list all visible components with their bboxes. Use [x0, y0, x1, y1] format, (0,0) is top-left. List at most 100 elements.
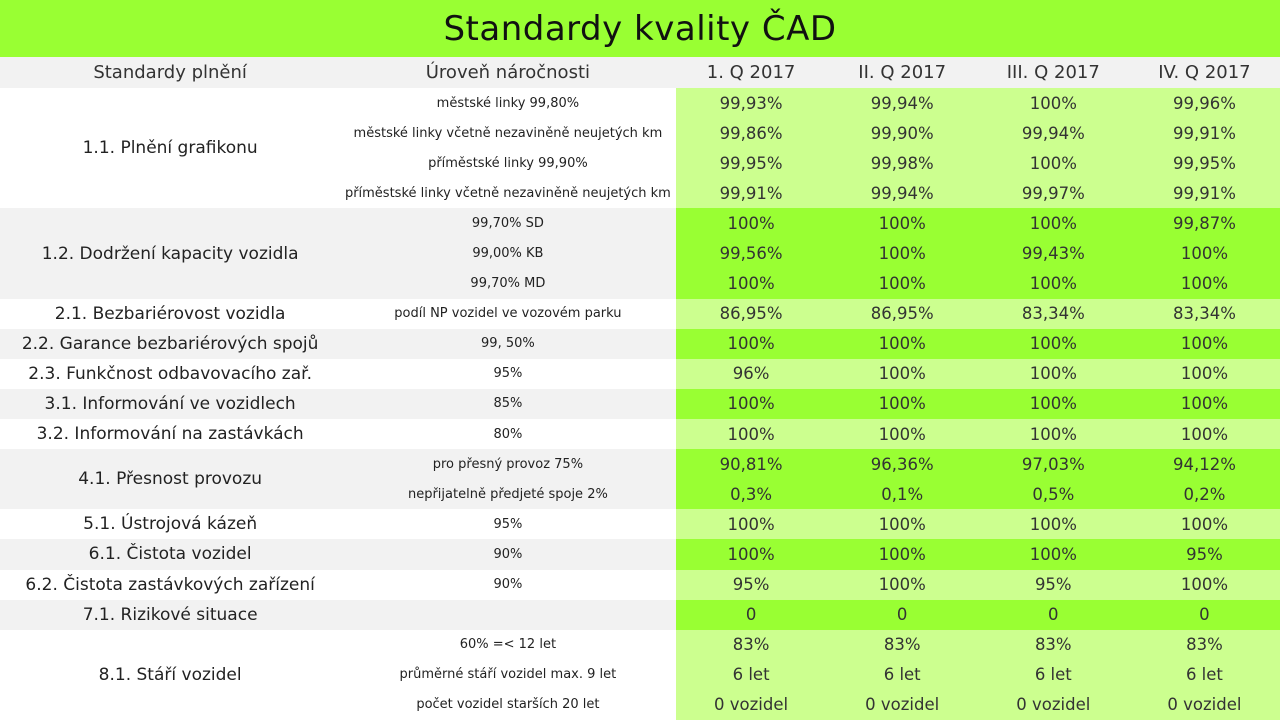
q1-value: 100% [675, 539, 827, 570]
table-row: 6.2. Čistota zastávkových zařízení 90% 95%… [0, 569, 1280, 600]
standard-name: 6.1. Čistota vozidel [0, 539, 341, 570]
q3-value: 99,97% [977, 178, 1129, 209]
q3-value: 0 vozidel [977, 689, 1129, 720]
header-q4: IV. Q 2017 [1128, 57, 1280, 88]
q1-value: 99,56% [675, 238, 827, 269]
q3-value: 100% [977, 419, 1129, 450]
requirement-level: průměrné stáří vozidel max. 9 let [340, 659, 676, 690]
q1-value: 0 [675, 599, 827, 630]
q2-value: 99,94% [826, 88, 978, 119]
table-row: nepřijatelně předjeté spoje 2% 0,3% 0,1% 0,… [0, 479, 1280, 510]
q3-value: 6 let [977, 659, 1129, 690]
table-row: počet vozidel starších 20 let 0 vozidel 0 … [0, 689, 1280, 720]
requirement-level: 99,00% KB [340, 238, 676, 269]
standard-name: 4.1. Přesnost provozu [0, 449, 341, 510]
q1-value: 96% [675, 358, 827, 389]
q2-value: 0 vozidel [826, 689, 978, 720]
q4-value: 100% [1128, 509, 1280, 540]
header-level: Úroveň náročnosti [340, 57, 676, 88]
table-row: 99,70% MD 100% 100% 100% 100% [0, 268, 1280, 299]
header-q2: II. Q 2017 [826, 57, 978, 88]
q4-value: 100% [1128, 328, 1280, 359]
q3-value: 99,94% [977, 118, 1129, 149]
q2-value: 100% [826, 539, 978, 570]
q3-value: 99,43% [977, 238, 1129, 269]
requirement-level: 95% [340, 358, 676, 389]
table-row: 3.1. Informování ve vozidlech 85% 100% 100%… [0, 388, 1280, 420]
q2-value: 100% [826, 328, 978, 359]
standard-name: 3.2. Informování na zastávkách [0, 419, 341, 450]
q2-value: 100% [826, 358, 978, 389]
q3-value: 100% [977, 268, 1129, 299]
q3-value: 100% [977, 148, 1129, 179]
q1-value: 95% [675, 569, 827, 600]
table-header-row: Standardy plnění Úroveň náročnosti 1. Q … [0, 57, 1280, 88]
q4-value: 100% [1128, 388, 1280, 420]
table-row: příměstské linky 99,90% 99,95% 99,98% 100% 9… [0, 148, 1280, 179]
standard-name: 2.3. Funkčnost odbavovacího zař. [0, 358, 341, 389]
requirement-level: podíl NP vozidel ve vozovém parku [340, 298, 676, 329]
requirement-level: 85% [340, 388, 676, 420]
q4-value: 0,2% [1128, 479, 1280, 510]
requirement-level: počet vozidel starších 20 let [340, 689, 676, 720]
q4-value: 100% [1128, 419, 1280, 450]
table-row: průměrné stáří vozidel max. 9 let 6 let 6 … [0, 659, 1280, 690]
q4-value: 83,34% [1128, 298, 1280, 329]
q4-value: 95% [1128, 539, 1280, 570]
q2-value: 99,98% [826, 148, 978, 179]
table-row: příměstské linky včetně nezaviněně neuje… [0, 178, 1280, 209]
standard-name: 2.2. Garance bezbariérových spojů [0, 328, 341, 359]
q3-value: 83,34% [977, 298, 1129, 329]
table-row: 2.3. Funkčnost odbavovacího zař. 95% 96% 10… [0, 358, 1280, 389]
q4-value: 99,87% [1128, 208, 1280, 239]
requirement-level: 60% =< 12 let [340, 629, 676, 660]
standard-name: 8.1. Stáří vozidel [0, 629, 341, 720]
q2-value: 100% [826, 509, 978, 540]
q2-value: 100% [826, 268, 978, 299]
page-title: Standardy kvality ČAD [0, 0, 1280, 57]
q2-value: 6 let [826, 659, 978, 690]
q4-value: 100% [1128, 268, 1280, 299]
q4-value: 6 let [1128, 659, 1280, 690]
q2-value: 99,94% [826, 178, 978, 209]
q2-value: 86,95% [826, 298, 978, 329]
q1-value: 99,91% [675, 178, 827, 209]
q3-value: 0 [977, 599, 1129, 630]
q3-value: 97,03% [977, 449, 1129, 480]
q3-value: 100% [977, 509, 1129, 540]
table-row: 1.1. Plnění grafikonu městské linky 99,80… [0, 88, 1280, 209]
q2-value: 0,1% [826, 479, 978, 510]
table-body: 1.1. Plnění grafikonu městské linky 99,80… [0, 88, 1280, 720]
q4-value: 83% [1128, 629, 1280, 660]
q1-value: 99,93% [675, 88, 827, 119]
q3-value: 0,5% [977, 479, 1129, 510]
q3-value: 100% [977, 328, 1129, 359]
q1-value: 6 let [675, 659, 827, 690]
q3-value: 95% [977, 569, 1129, 600]
q3-value: 100% [977, 208, 1129, 239]
q2-value: 100% [826, 419, 978, 450]
q1-value: 0,3% [675, 479, 827, 510]
table-row: 5.1. Ústrojová kázeň 95% 100% 100% 100% 100% [0, 509, 1280, 540]
table-row: 2.2. Garance bezbariérových spojů 99, 50%… [0, 328, 1280, 359]
q1-value: 99,95% [675, 148, 827, 179]
q3-value: 100% [977, 88, 1129, 119]
q2-value: 100% [826, 388, 978, 420]
standard-name: 1.2. Dodržení kapacity vozidla [0, 208, 341, 299]
requirement-level [340, 599, 676, 630]
q3-value: 100% [977, 358, 1129, 389]
requirement-level: příměstské linky 99,90% [340, 148, 676, 179]
q1-value: 100% [675, 208, 827, 239]
q4-value: 99,91% [1128, 178, 1280, 209]
requirement-level: 99,70% SD [340, 208, 676, 239]
q4-value: 100% [1128, 238, 1280, 269]
q1-value: 100% [675, 509, 827, 540]
q4-value: 100% [1128, 569, 1280, 600]
requirement-level: 95% [340, 509, 676, 540]
q2-value: 96,36% [826, 449, 978, 480]
table-row: 6.1. Čistota vozidel 90% 100% 100% 100% 95% [0, 539, 1280, 570]
requirement-level: příměstské linky včetně nezaviněně neuje… [340, 178, 676, 209]
requirement-level: městské linky 99,80% [340, 88, 676, 119]
header-standard: Standardy plnění [0, 57, 341, 88]
q1-value: 100% [675, 328, 827, 359]
